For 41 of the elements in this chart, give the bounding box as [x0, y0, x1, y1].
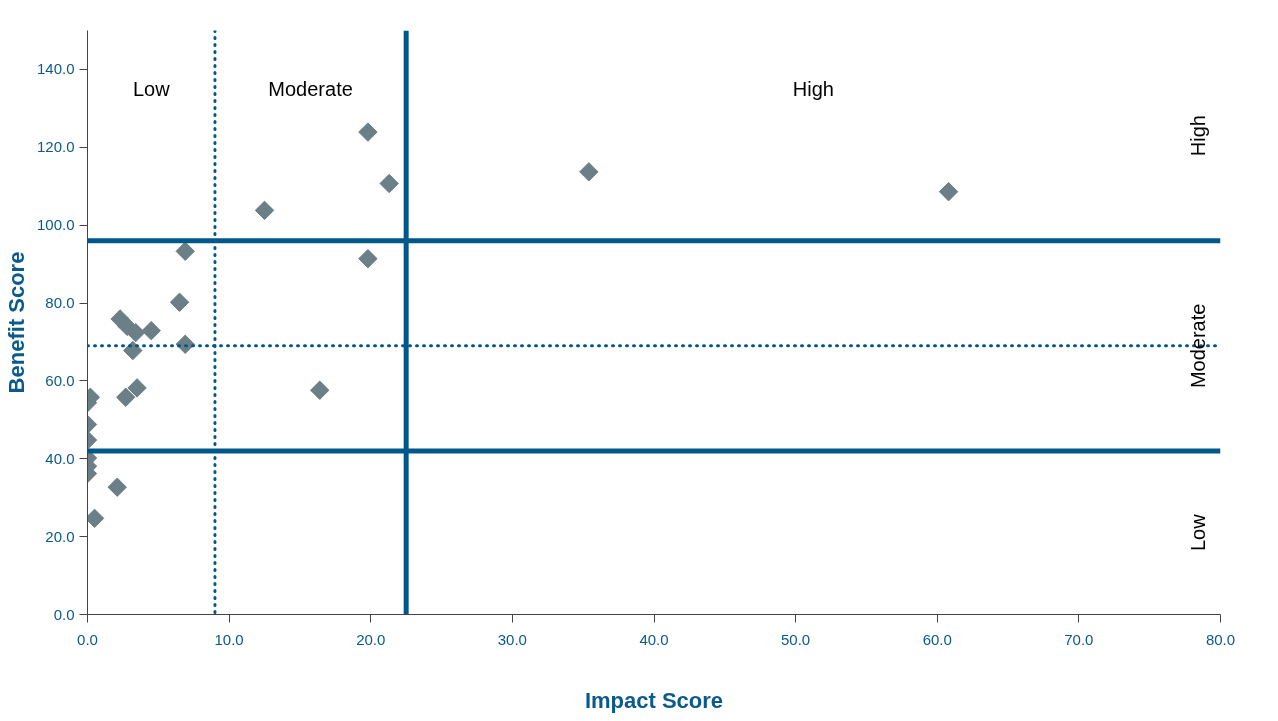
point: [125, 322, 146, 343]
x-tick-label: 40.0: [639, 630, 669, 648]
point: [579, 162, 599, 182]
point: [169, 292, 190, 312]
x-tick-label: 80.0: [1205, 630, 1236, 648]
y-tick-label: 140.0: [36, 60, 75, 78]
y-axis-title: Benefit Score: [3, 251, 29, 394]
x-tick-label: 0.0: [77, 630, 98, 648]
point: [127, 378, 147, 398]
x-tick-label: 50.0: [781, 630, 811, 648]
point: [358, 122, 378, 142]
x-tick-label: 20.0: [356, 630, 386, 648]
point: [254, 200, 275, 221]
y-tick-label: 100.0: [36, 216, 75, 234]
point: [938, 181, 959, 202]
y-tick-label: 0.0: [53, 605, 75, 623]
x-axis-title: Impact Score: [584, 687, 724, 713]
point: [116, 387, 136, 407]
point: [310, 380, 330, 400]
x-tick-label: 60.0: [922, 630, 952, 648]
y-tick-label: 20.0: [45, 527, 75, 545]
x-tick-label: 30.0: [497, 630, 527, 648]
point: [107, 477, 127, 497]
point: [123, 340, 143, 361]
annotation: Low: [1187, 513, 1210, 552]
y-tick-label: 120.0: [36, 138, 75, 156]
x-tick-label: 10.0: [214, 630, 244, 648]
point: [379, 173, 399, 194]
x-tick-label: 70.0: [1064, 630, 1094, 648]
annotation: Moderate: [1187, 303, 1210, 389]
annotation: Moderate: [268, 77, 353, 100]
y-tick-label: 60.0: [45, 371, 75, 389]
point: [87, 508, 105, 529]
point: [358, 248, 378, 269]
point: [175, 241, 195, 261]
annotation: High: [792, 77, 834, 100]
annotation: Low: [132, 77, 171, 100]
y-tick-label: 80.0: [45, 294, 75, 312]
point: [141, 320, 161, 341]
y-tick-label: 40.0: [45, 449, 75, 467]
annotation: High: [1187, 115, 1210, 157]
